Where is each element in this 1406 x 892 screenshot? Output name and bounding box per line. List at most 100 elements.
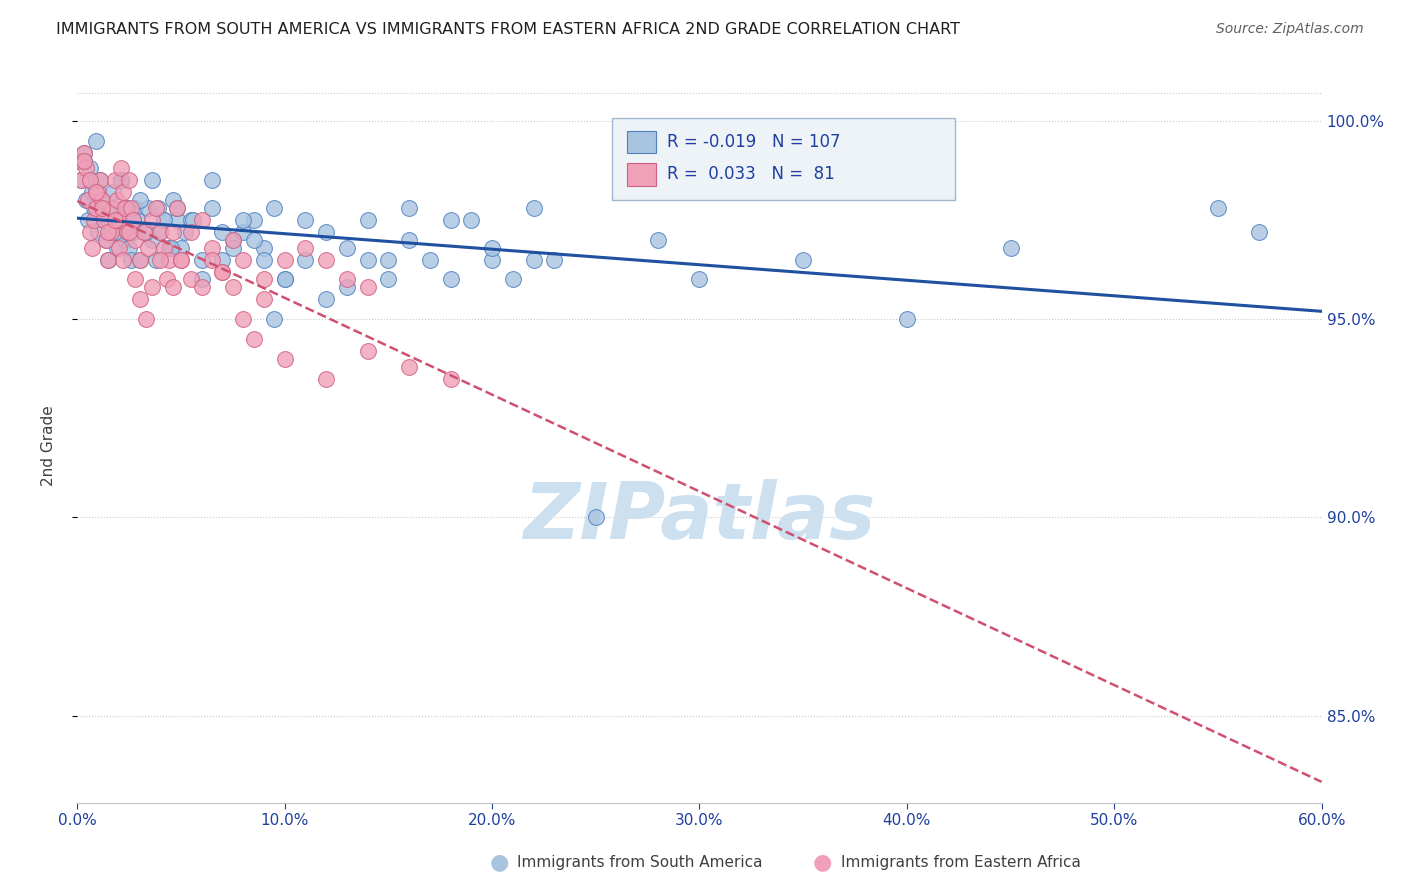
Point (242, 213, 264, 227)
Point (211, 264, 233, 278)
Point (481, 252, 503, 267)
Point (89, 173, 111, 187)
Point (157, 252, 180, 267)
Point (101, 186, 124, 200)
Point (191, 252, 214, 267)
Point (294, 213, 316, 227)
Point (153, 213, 176, 227)
Point (141, 173, 163, 187)
Point (141, 233, 163, 247)
Point (315, 252, 337, 267)
Point (315, 293, 337, 307)
Point (80, 186, 103, 200)
Point (253, 293, 276, 307)
Point (357, 213, 380, 227)
Point (110, 173, 132, 187)
Point (377, 252, 399, 267)
Text: IMMIGRANTS FROM SOUTH AMERICA VS IMMIGRANTS FROM EASTERN AFRICA 2ND GRADE CORREL: IMMIGRANTS FROM SOUTH AMERICA VS IMMIGRA… (56, 22, 960, 37)
Point (111, 252, 134, 267)
Point (162, 280, 184, 294)
Point (211, 264, 233, 278)
Point (132, 225, 155, 239)
Point (84, 186, 107, 200)
Point (100, 201, 122, 215)
Point (222, 233, 245, 247)
Point (87, 186, 110, 200)
Point (440, 272, 463, 286)
Point (149, 225, 172, 239)
Point (96, 233, 118, 247)
Point (105, 241, 128, 255)
Point (76, 213, 98, 227)
Point (136, 201, 159, 215)
Point (201, 241, 224, 255)
Point (1000, 241, 1022, 255)
Point (191, 213, 214, 227)
Point (104, 225, 127, 239)
Point (89, 173, 111, 187)
Point (93, 213, 115, 227)
Point (80, 241, 103, 255)
Point (67, 153, 90, 168)
Point (84, 134, 107, 148)
Point (222, 280, 245, 294)
Point (145, 201, 167, 215)
Point (263, 312, 285, 326)
Point (97, 252, 120, 267)
Point (110, 173, 132, 187)
Point (170, 241, 193, 255)
Point (523, 201, 546, 215)
Point (70, 173, 93, 187)
Point (128, 193, 150, 207)
Point (253, 272, 276, 286)
Y-axis label: 2nd Grade: 2nd Grade (42, 406, 56, 486)
Point (96, 233, 118, 247)
Point (115, 225, 138, 239)
Point (135, 225, 157, 239)
Point (440, 371, 463, 385)
Point (232, 213, 254, 227)
Point (523, 252, 546, 267)
Text: R =  0.033   N =  81: R = 0.033 N = 81 (666, 165, 835, 183)
Point (76, 193, 98, 207)
Point (174, 225, 197, 239)
Point (159, 241, 181, 255)
Point (128, 252, 150, 267)
Point (166, 201, 188, 215)
Point (105, 193, 128, 207)
Point (84, 201, 107, 215)
Text: ●: ● (489, 853, 509, 872)
Point (83, 213, 105, 227)
Point (153, 213, 176, 227)
Point (180, 213, 202, 227)
Point (336, 280, 359, 294)
Point (128, 293, 150, 307)
Point (70, 173, 93, 187)
Point (183, 213, 205, 227)
Point (201, 173, 224, 187)
Point (149, 225, 172, 239)
Point (315, 225, 337, 239)
Point (122, 225, 145, 239)
Point (274, 351, 297, 366)
Point (294, 241, 316, 255)
Point (91, 193, 114, 207)
Point (91, 193, 114, 207)
Point (111, 201, 134, 215)
Point (100, 225, 122, 239)
Point (232, 225, 254, 239)
Point (170, 252, 193, 267)
Point (120, 252, 142, 267)
Point (124, 233, 146, 247)
Point (83, 201, 105, 215)
Point (148, 201, 170, 215)
Point (232, 312, 254, 326)
Point (122, 213, 145, 227)
Point (274, 252, 297, 267)
Point (110, 161, 132, 176)
Point (120, 201, 142, 215)
Point (132, 225, 155, 239)
Text: R = -0.019   N = 107: R = -0.019 N = 107 (666, 133, 841, 151)
Point (253, 252, 276, 267)
Point (481, 241, 503, 255)
